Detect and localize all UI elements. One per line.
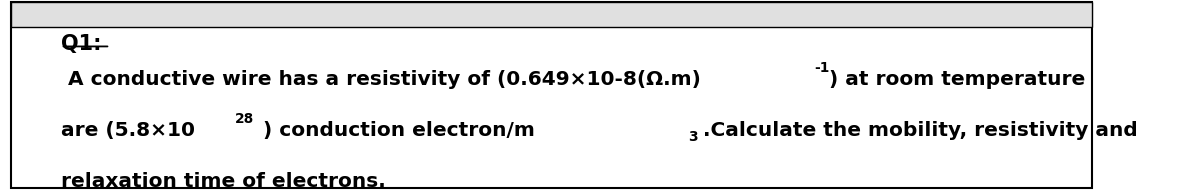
Text: 28: 28 bbox=[235, 112, 254, 126]
FancyBboxPatch shape bbox=[11, 2, 1092, 188]
Text: .Calculate the mobility, resistivity and: .Calculate the mobility, resistivity and bbox=[702, 121, 1138, 140]
Text: relaxation time of electrons.: relaxation time of electrons. bbox=[61, 172, 385, 191]
Text: ) conduction electron/m: ) conduction electron/m bbox=[256, 121, 535, 140]
Text: A conductive wire has a resistivity of (0.649×10-8(Ω.m): A conductive wire has a resistivity of (… bbox=[61, 70, 701, 89]
Text: Q1:: Q1: bbox=[61, 34, 101, 54]
FancyBboxPatch shape bbox=[11, 2, 1092, 27]
Text: -1: -1 bbox=[814, 61, 829, 75]
Text: are (5.8×10: are (5.8×10 bbox=[61, 121, 194, 140]
Text: 3: 3 bbox=[688, 130, 697, 144]
Text: ) at room temperature: ) at room temperature bbox=[829, 70, 1086, 89]
